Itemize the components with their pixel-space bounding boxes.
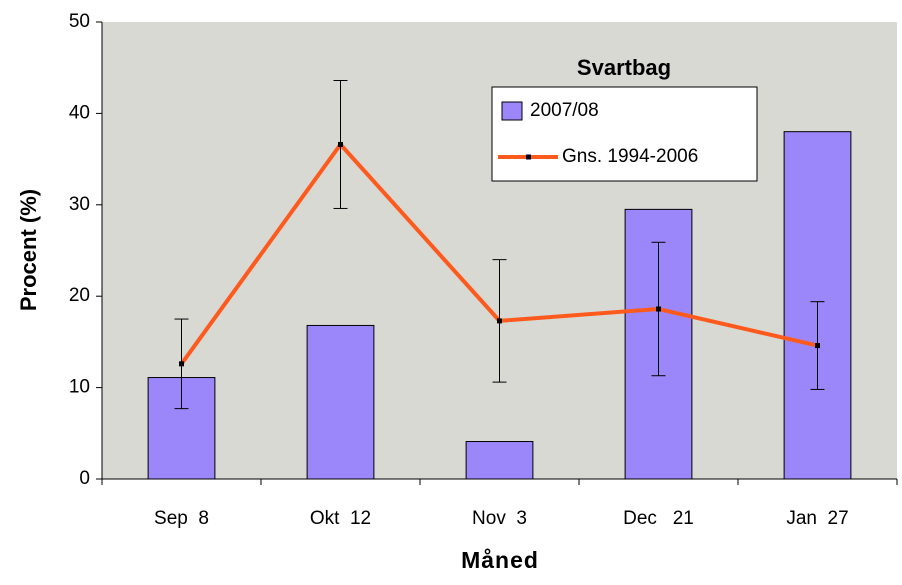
line-marker xyxy=(338,141,343,147)
x-tick-label: Nov 3 xyxy=(472,508,527,529)
legend-label: 2007/08 xyxy=(530,100,599,121)
bar xyxy=(465,441,534,480)
chart-title: Svartbag xyxy=(577,55,671,80)
y-tick-label: 10 xyxy=(69,377,90,398)
line-marker xyxy=(815,343,820,349)
bar xyxy=(306,324,375,480)
line-marker xyxy=(656,306,661,312)
x-tick-label: Okt 12 xyxy=(310,508,371,529)
y-tick-label: 0 xyxy=(79,468,90,489)
x-tick-label: Jan 27 xyxy=(786,508,848,529)
y-axis-label: Procent (%) xyxy=(16,189,41,311)
legend-swatch xyxy=(501,101,523,121)
x-tick-label: Sep 8 xyxy=(154,508,209,529)
y-tick-label: 30 xyxy=(69,194,90,215)
legend-marker xyxy=(526,154,531,160)
y-tick-label: 20 xyxy=(69,285,90,306)
x-axis-label: Måned xyxy=(461,547,539,573)
line-marker xyxy=(179,361,184,367)
legend-box xyxy=(491,86,758,182)
line-marker xyxy=(497,318,502,324)
x-tick-label: Dec 21 xyxy=(623,508,694,529)
legend-label: Gns. 1994-2006 xyxy=(562,146,698,167)
y-tick-label: 50 xyxy=(69,11,90,32)
y-tick-label: 40 xyxy=(69,102,90,123)
